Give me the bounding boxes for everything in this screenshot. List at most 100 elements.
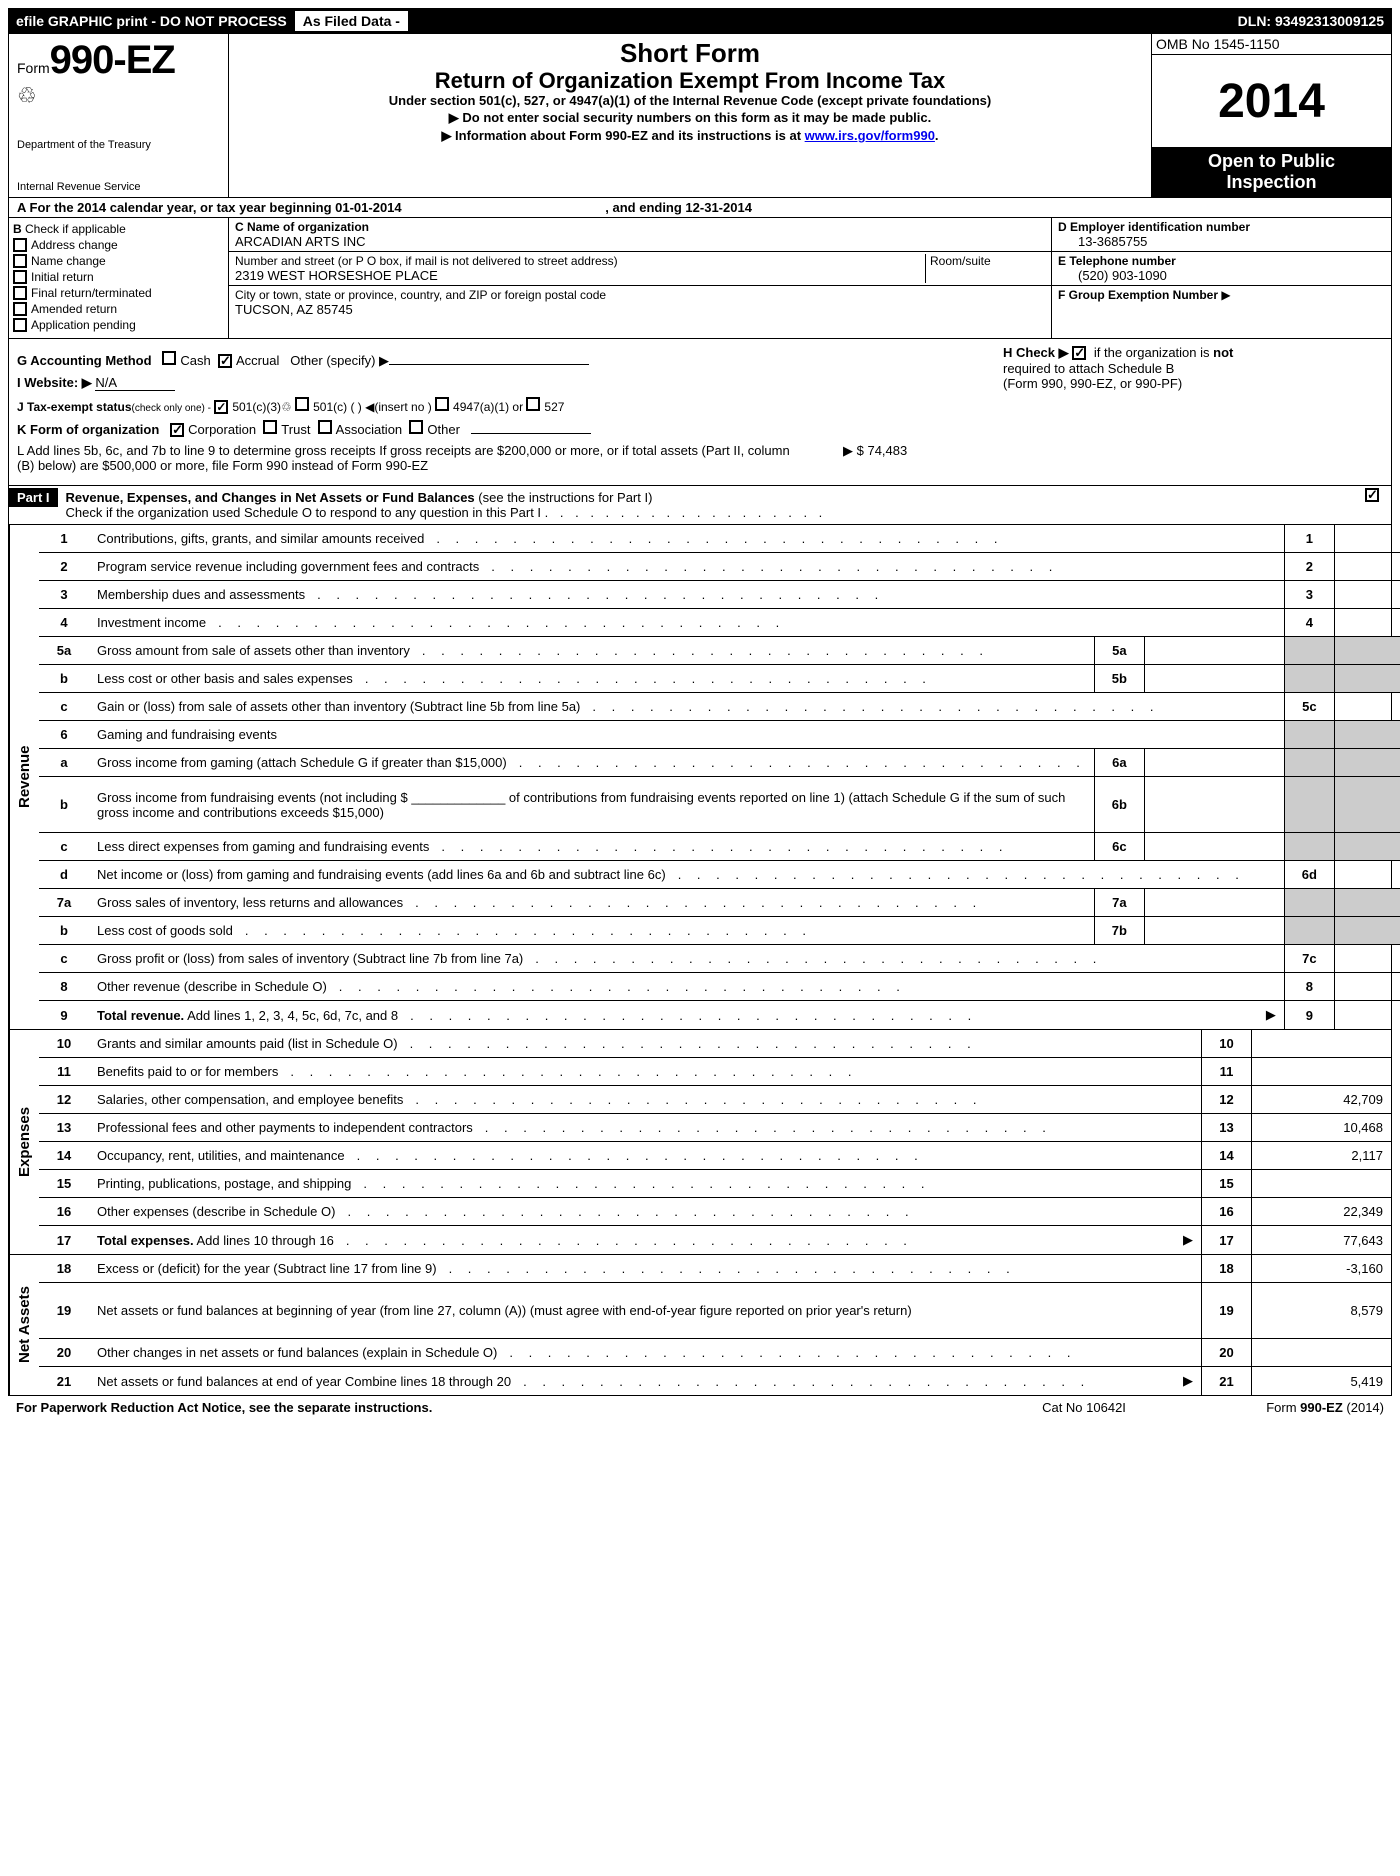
right-line-no: 17 (1201, 1226, 1251, 1254)
col-b-checkbox-1[interactable] (13, 254, 27, 268)
phone-value: (520) 903-1090 (1058, 268, 1385, 283)
line-k-checkbox-3[interactable] (409, 420, 423, 434)
line-h-text2: if the organization is (1094, 345, 1210, 360)
line-no: c (39, 833, 89, 860)
col-b-checkbox-5[interactable] (13, 318, 27, 332)
other-org-input[interactable] (471, 433, 591, 434)
org-name-label: C Name of organization (235, 220, 1045, 234)
part-1-header: Part I Revenue, Expenses, and Changes in… (8, 486, 1392, 525)
street-label: Number and street (or P O box, if mail i… (235, 254, 925, 268)
right-line-no: 10 (1201, 1030, 1251, 1057)
line-k-checkbox-1[interactable] (263, 420, 277, 434)
sub-line-val (1144, 665, 1284, 692)
other-specify-input[interactable] (389, 364, 589, 365)
right-line-no: 5c (1284, 693, 1334, 720)
line-k: K Form of organization Corporation Trust… (17, 420, 1003, 437)
col-b-checkbox-4[interactable] (13, 302, 27, 316)
header-row: Form990-EZ ♲ Department of the Treasury … (8, 34, 1392, 198)
return-title: Return of Organization Exempt From Incom… (237, 69, 1143, 93)
form-org-label: K Form of organization (17, 422, 159, 437)
501c-checkbox[interactable] (295, 397, 309, 411)
accrual-checkbox[interactable] (218, 354, 232, 368)
col-b-opt-label-5: Application pending (31, 318, 136, 332)
netassets-side-label: Net Assets (9, 1255, 39, 1395)
dept-treasury: Department of the Treasury (17, 139, 220, 151)
arrow-icon: ▶ (1183, 1232, 1193, 1248)
line-desc: Gross profit or (loss) from sales of inv… (89, 945, 1284, 972)
sub-line-no: 6c (1094, 833, 1144, 860)
col-b-opt-label-1: Name change (31, 254, 106, 268)
tax-year: 2014 (1152, 55, 1391, 147)
line-l-value: $ 74,483 (857, 443, 908, 458)
schedule-b-checkbox[interactable] (1072, 346, 1086, 360)
schedule-o-checkbox[interactable] (1365, 488, 1379, 502)
line-value: 70,027 (1334, 553, 1400, 580)
sub-line-val (1144, 833, 1284, 860)
right-line-no: 18 (1201, 1255, 1251, 1282)
org-name: ARCADIAN ARTS INC (235, 234, 1045, 249)
line-12: 12Salaries, other compensation, and empl… (39, 1086, 1391, 1114)
line-value (1334, 581, 1400, 608)
527-checkbox[interactable] (526, 397, 540, 411)
line-value (1251, 1058, 1391, 1085)
line-value: -3,160 (1251, 1255, 1391, 1282)
line-g: G Accounting Method Cash Accrual Other (… (17, 351, 1003, 369)
line-value (1334, 637, 1400, 664)
line-no: 12 (39, 1086, 89, 1113)
accrual-label: Accrual (236, 353, 279, 368)
footer-left: For Paperwork Reduction Act Notice, see … (16, 1400, 984, 1415)
line-no: 8 (39, 973, 89, 1000)
line-value (1334, 609, 1400, 636)
line-desc: Less cost of goods sold. . . . . . . . .… (89, 917, 1094, 944)
sub-line-no: 5b (1094, 665, 1144, 692)
line-desc: Program service revenue including govern… (89, 553, 1284, 580)
cash-checkbox[interactable] (162, 351, 176, 365)
topbar-efile: efile GRAPHIC print - DO NOT PROCESS (8, 13, 295, 29)
revenue-section: Revenue 1Contributions, gifts, grants, a… (8, 525, 1392, 1030)
line-no: 11 (39, 1058, 89, 1085)
line-no: 7a (39, 889, 89, 916)
line-desc: Net assets or fund balances at end of ye… (89, 1367, 1201, 1395)
line-6a: aGross income from gaming (attach Schedu… (39, 749, 1400, 777)
4947-checkbox[interactable] (435, 397, 449, 411)
sub-line-no: 7a (1094, 889, 1144, 916)
org-city-row: City or town, state or province, country… (229, 286, 1051, 319)
col-b-checkbox-2[interactable] (13, 270, 27, 284)
arrow-ssn: ▶ Do not enter social security numbers o… (237, 110, 1143, 126)
501c3-checkbox[interactable] (214, 400, 228, 414)
right-line-no (1284, 917, 1334, 944)
open-public-2: Inspection (1156, 172, 1387, 193)
line-desc: Salaries, other compensation, and employ… (89, 1086, 1201, 1113)
line-no: 6 (39, 721, 89, 748)
line-10: 10Grants and similar amounts paid (list … (39, 1030, 1391, 1058)
right-line-no (1284, 721, 1334, 748)
line-desc: Gross sales of inventory, less returns a… (89, 889, 1094, 916)
org-street-row: Number and street (or P O box, if mail i… (229, 252, 1051, 286)
line-i: I Website: ▶ N/A (17, 375, 1003, 391)
line-desc: Net assets or fund balances at beginning… (89, 1283, 1201, 1338)
line-13: 13Professional fees and other payments t… (39, 1114, 1391, 1142)
line-desc: Investment income. . . . . . . . . . . .… (89, 609, 1284, 636)
irs-link[interactable]: www.irs.gov/form990 (805, 128, 935, 143)
arrow-info: ▶ Information about Form 990-EZ and its … (237, 128, 1143, 144)
line-k-opt-0: Corporation (188, 422, 256, 437)
line-9: 9Total revenue. Add lines 1, 2, 3, 4, 5c… (39, 1001, 1400, 1029)
line-h-text3: required to attach Schedule B (1003, 361, 1174, 376)
line-no: 13 (39, 1114, 89, 1141)
col-b-opt-2: Initial return (13, 270, 224, 284)
line-k-checkbox-2[interactable] (318, 420, 332, 434)
line-4: 4Investment income. . . . . . . . . . . … (39, 609, 1400, 637)
line-h-text4: (Form 990, 990-EZ, or 990-PF) (1003, 376, 1182, 391)
line-no: 16 (39, 1198, 89, 1225)
line-k-checkbox-0[interactable] (170, 423, 184, 437)
4947-label: 4947(a)(1) or (453, 400, 523, 414)
line-value: 2,117 (1251, 1142, 1391, 1169)
line-value: 77,643 (1251, 1226, 1391, 1254)
line-no: 1 (39, 525, 89, 552)
line-desc: Gain or (loss) from sale of assets other… (89, 693, 1284, 720)
line-value (1334, 693, 1400, 720)
col-b-checkbox-3[interactable] (13, 286, 27, 300)
col-b-checkbox-0[interactable] (13, 238, 27, 252)
form-number: 990-EZ (50, 38, 175, 82)
line-desc: Total revenue. Add lines 1, 2, 3, 4, 5c,… (89, 1001, 1284, 1029)
